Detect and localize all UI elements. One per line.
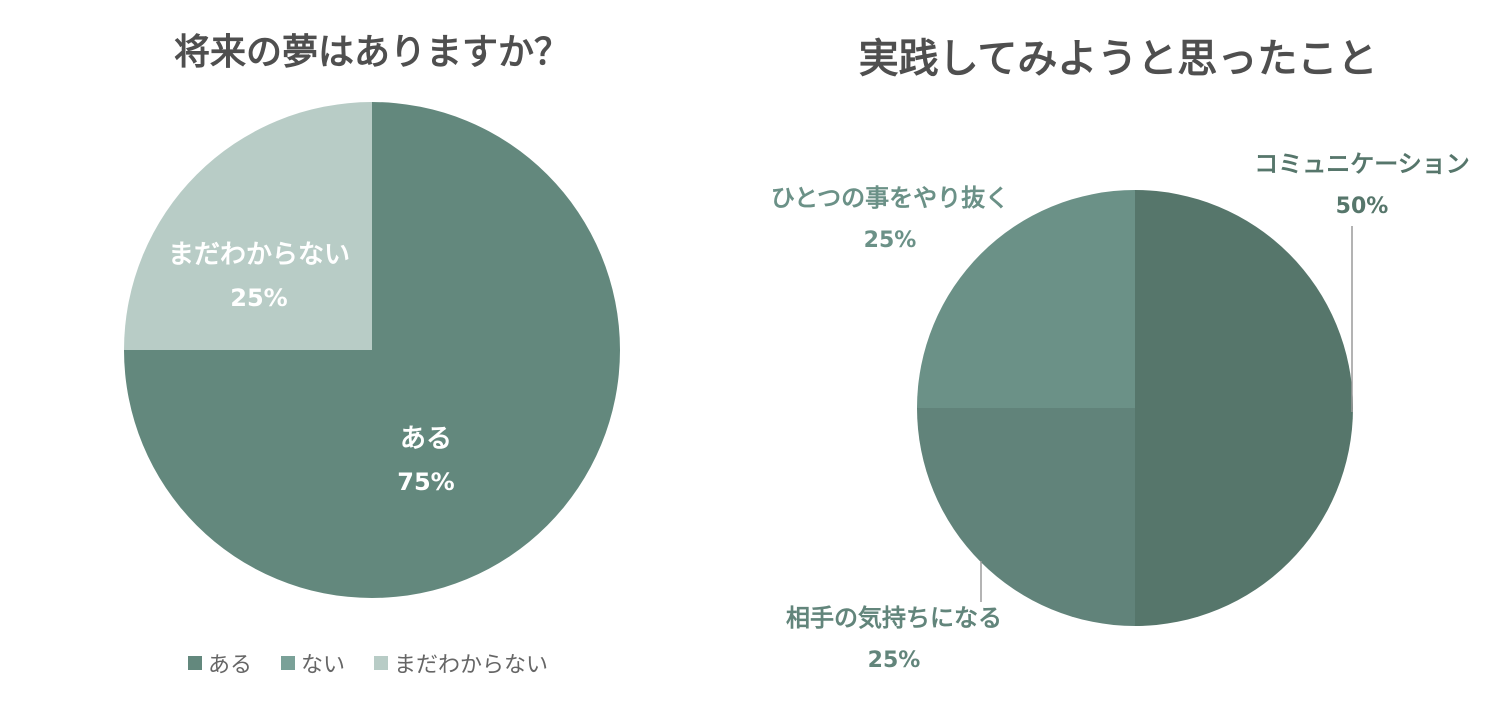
- legend-item-nai: ない: [281, 653, 345, 678]
- pie-slice-hitotsu-no-koto: [917, 190, 1135, 408]
- slice-value-aite-no-kimochi: 25%: [868, 648, 921, 673]
- legend-label-nai: ない: [301, 653, 345, 678]
- slice-value-aru: 75%: [397, 468, 454, 496]
- dream-pie-chart: 将来の夢はありますか？ ある 75% まだわからない 25% ある ない まだわ…: [124, 32, 620, 678]
- practice-pie-chart: 実践してみようと思ったこと コミュニケーション 50% ひとつの事をやり抜く 2…: [771, 36, 1470, 673]
- chart-title: 将来の夢はありますか？: [174, 32, 570, 73]
- legend-swatch-madawakaranai: [374, 656, 388, 670]
- legend-item-madawakaranai: まだわからない: [374, 653, 548, 678]
- legend-item-aru: ある: [188, 653, 252, 678]
- pie-slice-communication: [1135, 190, 1353, 626]
- legend-swatch-aru: [188, 656, 202, 670]
- legend: ある ない まだわからない: [188, 653, 548, 678]
- chart-title: 実践してみようと思ったこと: [859, 36, 1378, 82]
- legend-swatch-nai: [281, 656, 295, 670]
- slice-value-hitotsu-no-koto: 25%: [864, 228, 917, 253]
- slice-label-madawakaranai: まだわからない: [168, 240, 350, 270]
- slice-label-communication: コミュニケーション: [1254, 150, 1470, 178]
- legend-label-madawakaranai: まだわからない: [394, 653, 548, 678]
- pie-slice-aite-no-kimochi: [917, 408, 1135, 626]
- legend-label-aru: ある: [208, 653, 252, 678]
- slice-value-communication: 50%: [1336, 194, 1389, 219]
- slice-value-madawakaranai: 25%: [230, 284, 287, 312]
- slice-label-aru: ある: [400, 424, 452, 454]
- slice-label-hitotsu-no-koto: ひとつの事をやり抜く: [771, 184, 1009, 212]
- pie-slice-madawakaranai: [124, 102, 372, 350]
- slice-label-aite-no-kimochi: 相手の気持ちになる: [786, 604, 1002, 632]
